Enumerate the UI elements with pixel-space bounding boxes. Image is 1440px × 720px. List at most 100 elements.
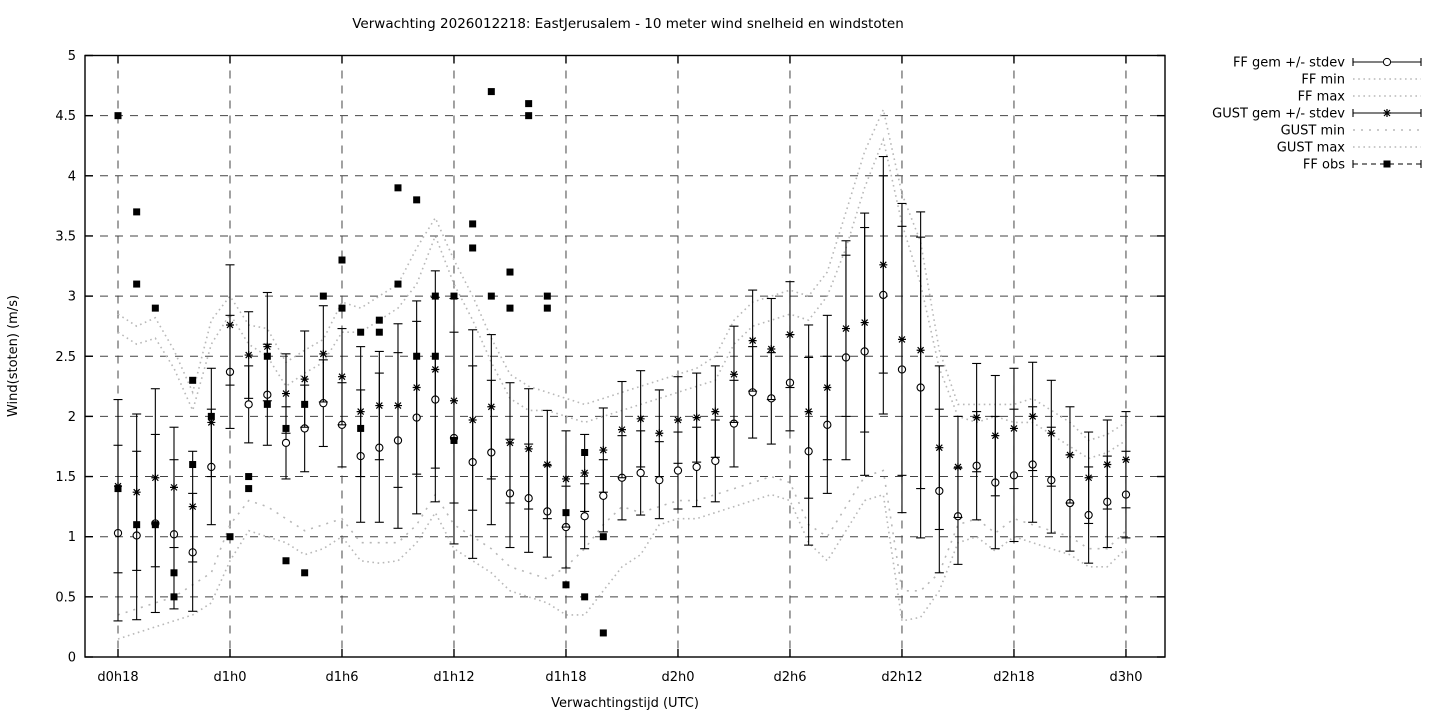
ff-obs-point	[189, 376, 197, 384]
legend-circle-marker-icon	[1382, 57, 1392, 67]
gust-mean-point	[263, 342, 272, 351]
gust-mean-point	[953, 462, 962, 471]
gust-mean-point	[1103, 460, 1112, 469]
y-tick-label: 3	[68, 290, 76, 305]
gust-errorbar-series	[113, 156, 1131, 574]
y-axis-label: Wind(stoten) (m/s)	[6, 295, 21, 417]
ff-obs-point	[562, 581, 570, 589]
gust-mean-point	[1009, 424, 1018, 433]
ff-obs-point	[357, 328, 365, 336]
ff-obs-point	[599, 629, 607, 637]
gust-mean-point	[505, 438, 514, 447]
legend-square-marker-icon	[1383, 160, 1391, 168]
gust-mean-point	[225, 320, 234, 329]
ff-obs-point	[263, 400, 271, 408]
gust-mean-point	[729, 370, 738, 379]
ff-obs-point	[263, 352, 271, 360]
legend-label: GUST max	[1277, 141, 1346, 156]
legend-item-gust-max: GUST max	[1277, 141, 1421, 156]
ff-mean-point	[655, 476, 664, 485]
y-tick-label: 4.5	[55, 109, 76, 124]
x-tick-label: d1h6	[325, 670, 358, 685]
gust-mean-point	[767, 345, 776, 354]
gust-mean-point	[431, 365, 440, 374]
ff-obs-point	[226, 533, 234, 541]
ff-obs-point	[525, 112, 533, 120]
ff-obs-point	[245, 473, 253, 481]
gust-mean-point	[561, 474, 570, 483]
ff-mean-point	[711, 456, 720, 466]
ff-obs-point	[114, 485, 122, 493]
gust-mean-point	[337, 372, 346, 381]
ff-obs-point	[543, 304, 551, 312]
y-tick-label: 2.5	[55, 350, 76, 365]
gust-mean-point	[1028, 412, 1037, 421]
ff-obs-point	[431, 292, 439, 300]
ff-obs-point	[133, 208, 141, 216]
gust-mean-point	[860, 318, 869, 327]
ff-obs-point	[525, 100, 533, 108]
gust-mean-point	[897, 335, 906, 344]
legend-item-ff-obs: FF obs	[1303, 158, 1422, 173]
gust-mean-point	[207, 418, 216, 427]
legend-item-ff-min: FF min	[1301, 73, 1421, 88]
gust-mean-point	[281, 389, 290, 398]
ff-obs-point	[151, 521, 159, 529]
ff-obs-point	[506, 268, 514, 276]
ff-obs-point	[487, 292, 495, 300]
gust-mean-point	[1065, 450, 1074, 459]
x-tick-label: d3h0	[1109, 670, 1142, 685]
ff-obs-point	[170, 569, 178, 577]
ff-obs-point	[207, 412, 215, 420]
gust-mean-point	[524, 444, 533, 453]
legend-label: GUST min	[1281, 124, 1345, 139]
gust-mean-point	[356, 407, 365, 416]
gust-mean-point	[804, 407, 813, 416]
gust-mean-point	[991, 431, 1000, 440]
ff-obs-point	[375, 328, 383, 336]
ff-obs-point	[413, 196, 421, 204]
gust-mean-point	[412, 383, 421, 392]
gust-mean-point	[785, 330, 794, 339]
ff-obs-point	[506, 304, 514, 312]
x-tick-label: d0h18	[97, 670, 138, 685]
y-tick-label: 2	[68, 410, 76, 425]
y-tick-label: 0.5	[55, 590, 76, 605]
gust-mean-point	[449, 396, 458, 405]
ff-obs-points	[114, 88, 607, 637]
legend-label: GUST gem +/- stdev	[1212, 107, 1345, 122]
ff-mean-point	[580, 512, 589, 521]
ff-obs-point	[319, 292, 327, 300]
y-tick-label: 3.5	[55, 229, 76, 244]
ff-obs-point	[338, 256, 346, 264]
x-tick-label: d1h18	[545, 670, 586, 685]
gust-mean-point	[636, 414, 645, 423]
ff-obs-point	[357, 424, 365, 432]
ff-obs-point	[301, 400, 309, 408]
gust-mean-point	[617, 425, 626, 434]
gust-mean-point	[244, 351, 253, 360]
ff-mean-point	[281, 438, 291, 448]
gust-mean-point	[1084, 473, 1093, 482]
gust-mean-point	[841, 324, 850, 333]
ff-obs-point	[394, 184, 402, 192]
gust-mean-point	[599, 446, 608, 455]
gust-mean-point	[132, 488, 141, 497]
x-axis-label: Verwachtingstijd (UTC)	[551, 696, 699, 711]
gust-mean-point	[935, 443, 944, 452]
chart-title: Verwachting 2026012218: EastJerusalem - …	[352, 16, 904, 32]
gust-mean-point	[487, 402, 496, 411]
y-tick-label: 5	[68, 49, 76, 64]
gust-mean-point	[375, 401, 384, 410]
ff-obs-point	[282, 557, 290, 565]
ff-obs-point	[413, 352, 421, 360]
ff-mean-point	[244, 400, 253, 409]
ff-obs-point	[599, 533, 607, 541]
y-tick-label: 1.5	[55, 470, 76, 485]
gust-mean-point	[580, 468, 589, 477]
ff-obs-point	[431, 352, 439, 360]
gust-mean-point	[169, 483, 178, 492]
gust-mean-point	[748, 336, 757, 345]
gust-mean-point	[879, 260, 888, 269]
legend-label: FF min	[1301, 73, 1345, 88]
